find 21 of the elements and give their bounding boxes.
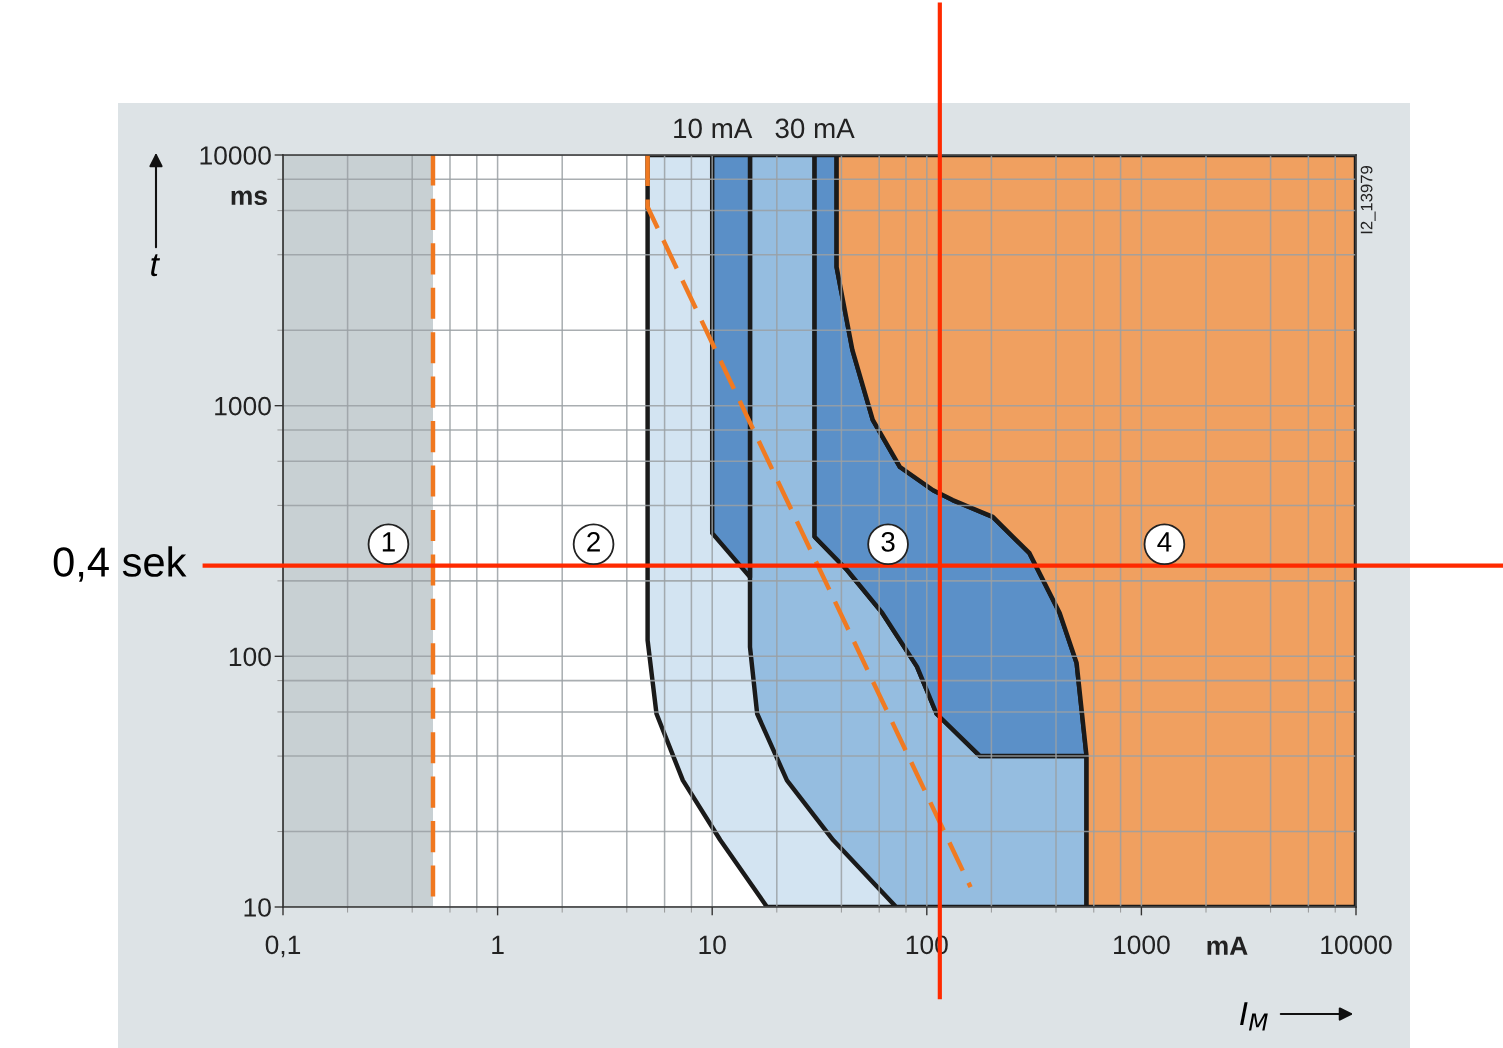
annotation: 30 mA (775, 118, 855, 139)
x-axis-title: I$_{M}$ (1240, 1002, 1268, 1031)
text: ms (231, 190, 267, 206)
annotation: 3 (881, 532, 895, 552)
y-tick-label: 10000 (200, 146, 271, 165)
ref-line-label: 0,4 sek (53, 546, 187, 582)
annotation: 10 mA (674, 118, 753, 139)
y-tick-label: 1000 (215, 396, 271, 416)
x-tick-label: 10 (699, 935, 726, 955)
text: I2_13979 (1360, 166, 1376, 234)
x-tick-label: 0,1 (265, 935, 301, 958)
x-tick-label: 1 (492, 935, 504, 954)
annotation: 1 (382, 532, 395, 552)
y-tick-label: 10 (244, 898, 271, 917)
annotation: 2 (587, 532, 600, 552)
annotation: 4 (1157, 532, 1172, 552)
text: mA (1207, 936, 1248, 955)
y-axis-title: t (151, 254, 161, 277)
x-tick-label: 10000 (1321, 935, 1392, 955)
x-tick-label: 1000 (1114, 935, 1170, 955)
y-tick-label: 100 (229, 647, 271, 667)
